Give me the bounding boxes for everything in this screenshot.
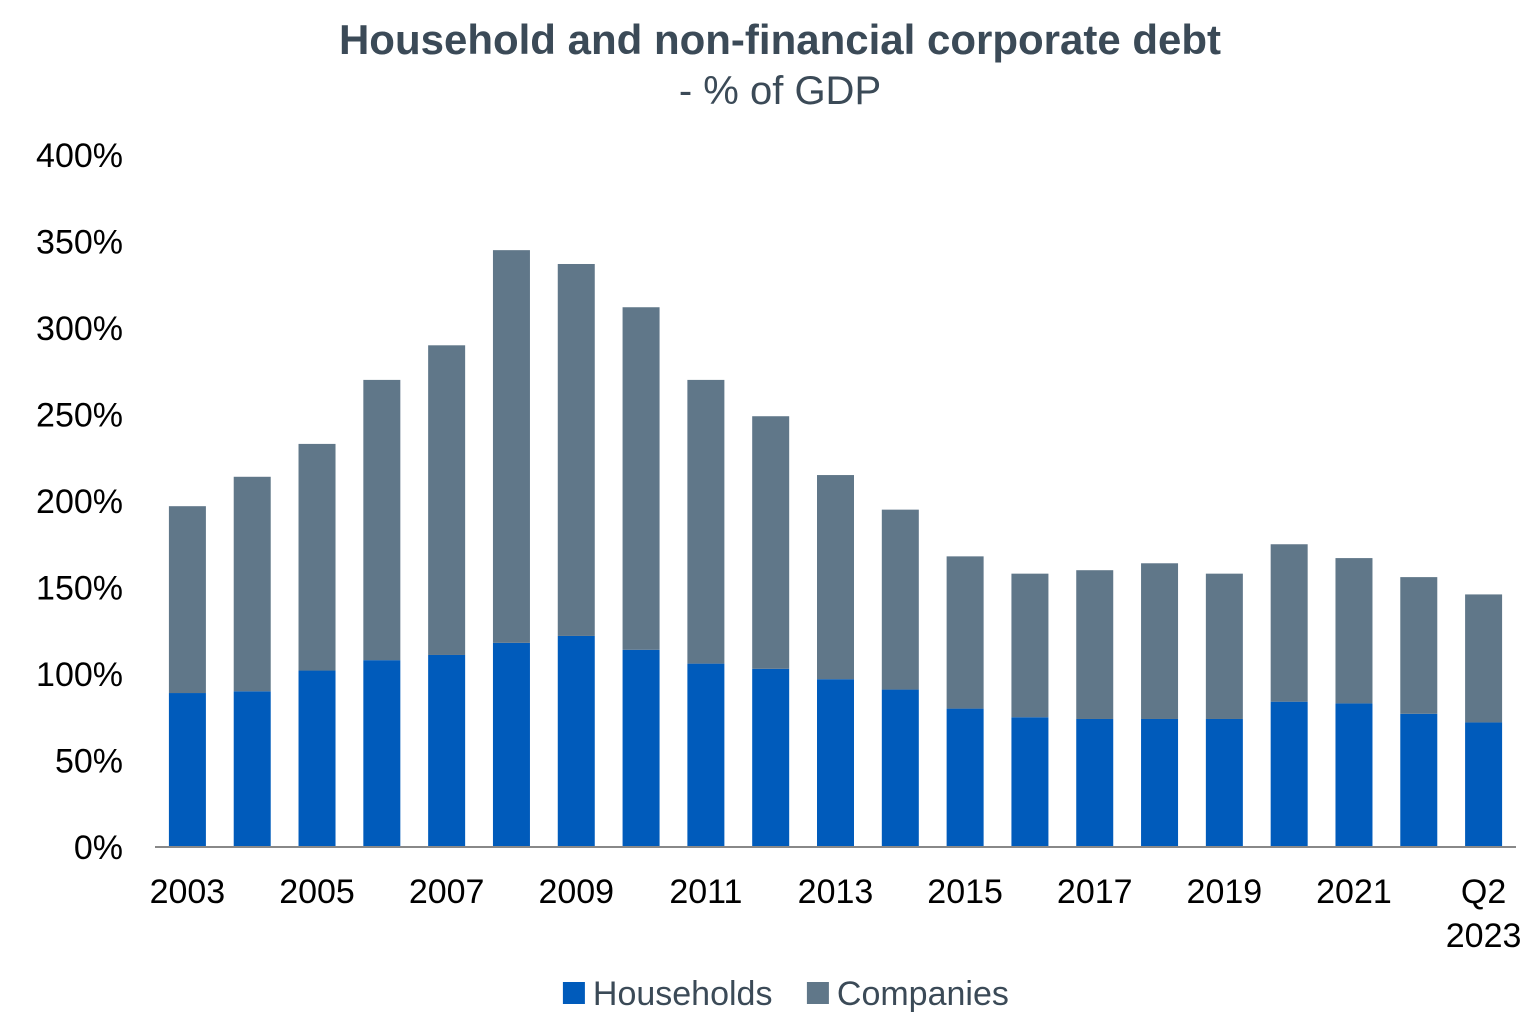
y-tick-label: 300%: [36, 310, 123, 348]
bar-households-20: [1465, 722, 1503, 847]
bar-companies-19: [1400, 577, 1438, 714]
bar-companies-14: [1076, 570, 1114, 719]
bar-companies-11: [881, 509, 919, 690]
bars: [168, 250, 1503, 847]
bar-households-11: [881, 689, 919, 847]
x-tick-label: 2003: [150, 873, 226, 911]
x-tick-label: 2011: [669, 873, 742, 911]
y-tick-label: 400%: [36, 137, 123, 175]
bar-households-2: [298, 670, 336, 847]
x-tick-label: 2019: [1187, 873, 1263, 911]
x-tick-label: 2017: [1057, 873, 1133, 911]
x-tick-label: 2005: [279, 873, 355, 911]
bar-households-19: [1400, 713, 1438, 847]
y-tick-label: 200%: [36, 483, 123, 521]
y-tick-label: 350%: [36, 224, 123, 262]
bar-companies-8: [687, 379, 725, 664]
bar-companies-16: [1205, 573, 1243, 719]
bar-companies-5: [492, 250, 530, 643]
legend: Households Companies: [562, 975, 1009, 1013]
bar-companies-15: [1141, 563, 1179, 719]
bar-households-13: [1011, 717, 1049, 847]
y-tick-label: 50%: [55, 743, 123, 781]
bar-households-12: [946, 708, 984, 847]
bar-companies-7: [622, 307, 660, 650]
bar-companies-3: [363, 379, 401, 661]
bar-households-17: [1270, 701, 1308, 847]
y-tick-label: 0%: [74, 829, 123, 867]
bar-companies-18: [1335, 558, 1373, 704]
x-tick-label: 2013: [798, 873, 874, 911]
bar-companies-0: [168, 506, 206, 694]
bar-households-8: [687, 663, 725, 847]
legend-label-households: Households: [593, 975, 773, 1013]
bar-households-18: [1335, 703, 1373, 847]
legend-swatch-households: [562, 982, 585, 1004]
chart-subtitle: - % of GDP: [679, 69, 881, 113]
bar-companies-1: [233, 476, 271, 692]
bar-companies-12: [946, 556, 984, 709]
bar-households-16: [1205, 718, 1243, 847]
bar-households-15: [1141, 718, 1179, 847]
x-tick-label: 2015: [927, 873, 1003, 911]
y-axis: 0% 50% 100% 150% 200% 250% 300% 350% 400%: [36, 137, 123, 867]
bar-households-6: [557, 635, 595, 847]
bar-companies-6: [557, 263, 595, 636]
bar-households-14: [1076, 718, 1114, 847]
x-tick-label: 2009: [538, 873, 614, 911]
x-tick-label: Q2: [1461, 873, 1506, 911]
y-tick-label: 100%: [36, 656, 123, 694]
x-tick-label: 2007: [409, 873, 485, 911]
bar-companies-10: [817, 475, 854, 680]
bar-companies-17: [1270, 544, 1308, 702]
y-tick-label: 250%: [36, 397, 123, 435]
x-tick-label: 2021: [1316, 873, 1392, 911]
bar-companies-20: [1465, 594, 1503, 723]
bar-companies-4: [428, 345, 466, 655]
bar-companies-13: [1011, 573, 1049, 718]
bar-households-0: [168, 693, 206, 847]
legend-swatch-companies: [806, 982, 829, 1004]
bar-companies-2: [298, 443, 336, 671]
chart-title: Household and non-financial corporate de…: [339, 16, 1221, 63]
legend-label-companies: Companies: [837, 975, 1009, 1013]
bar-households-3: [363, 660, 401, 847]
bar-households-9: [752, 668, 790, 847]
bar-households-10: [817, 679, 854, 847]
bar-households-1: [233, 691, 271, 847]
x-tick-label: 2023: [1446, 917, 1522, 955]
x-axis: 2003 2005 2007 2009 2011 2013 2015 2017 2019 2021…: [150, 873, 1522, 955]
bar-companies-9: [752, 416, 790, 669]
bar-households-5: [492, 642, 530, 847]
bar-households-7: [622, 649, 660, 847]
y-tick-label: 150%: [36, 570, 123, 608]
bar-households-4: [428, 654, 466, 847]
